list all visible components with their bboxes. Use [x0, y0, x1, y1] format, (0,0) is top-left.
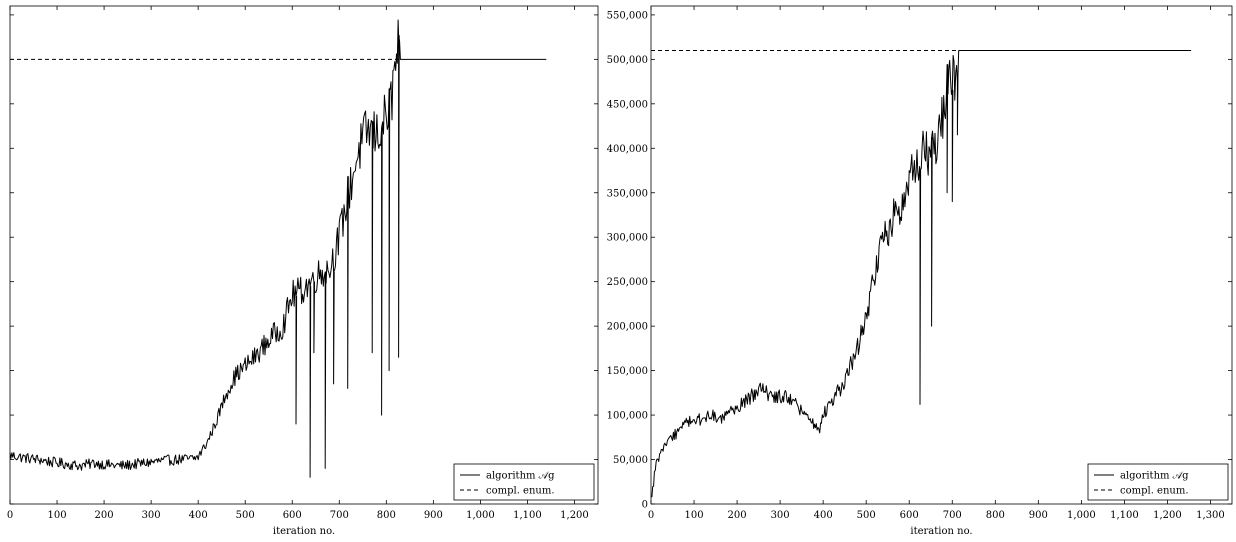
x-tick-label: 1,200	[1153, 510, 1182, 521]
legend-box	[1087, 463, 1229, 501]
series-algorithm-line	[650, 50, 1192, 498]
x-tick-label: 300	[142, 510, 161, 521]
x-tick-label: 900	[1029, 510, 1048, 521]
legend: algorithm 𝒜g compl. enum.	[453, 463, 595, 501]
x-tick-label: 800	[986, 510, 1005, 521]
chart-right: 0 100 200 300 400 500 600 700 800 900 1,000 1,100 1,…	[607, 5, 1233, 537]
x-tick-label: 0	[7, 510, 13, 521]
x-tick-label: 1,100	[513, 510, 542, 521]
x-tick-label: 200	[728, 510, 747, 521]
x-tick-label: 400	[189, 510, 208, 521]
x-tick-label: 500	[236, 510, 255, 521]
y-tick-label: 500,000	[607, 55, 648, 66]
plot-frame	[650, 5, 1233, 505]
x-tick-label: 600	[900, 510, 919, 521]
legend: algorithm 𝒜g compl. enum.	[1087, 463, 1229, 501]
y-tick-label: 0	[642, 500, 648, 511]
chart-left: 0 100 200 300 400 500 600 700 800 900 1,000 1,100 1,…	[7, 5, 599, 537]
x-tick-label: 900	[424, 510, 443, 521]
y-tick-label: 400,000	[607, 144, 648, 155]
y-tick-label: 150,000	[607, 366, 648, 377]
x-axis-label: iteration no.	[910, 526, 972, 537]
x-tick-label: 1,200	[560, 510, 589, 521]
x-tick-label: 600	[283, 510, 302, 521]
x-tick-label: 100	[47, 510, 66, 521]
legend-entry: compl. enum.	[1120, 486, 1189, 497]
x-tick-label: 1,300	[1196, 510, 1225, 521]
x-tick-label: 1,000	[466, 510, 495, 521]
x-axis-label: iteration no.	[273, 526, 335, 537]
x-tick-label: 1,100	[1110, 510, 1139, 521]
legend-box	[453, 463, 595, 501]
y-tick-label: 200,000	[607, 322, 648, 333]
x-tick-label: 700	[943, 510, 962, 521]
y-tick-label: 100,000	[607, 411, 648, 422]
x-tick-label: 800	[377, 510, 396, 521]
legend-entry: algorithm 𝒜g	[486, 471, 555, 482]
y-tick-label: 550,000	[607, 10, 648, 21]
x-tick-label: 300	[771, 510, 790, 521]
y-tick-label: 50,000	[613, 455, 648, 466]
y-tick-label: 300,000	[607, 233, 648, 244]
x-tick-label: 100	[684, 510, 703, 521]
x-tick-label: 200	[95, 510, 114, 521]
legend-entry: compl. enum.	[486, 486, 555, 497]
x-tick-label: 1,000	[1067, 510, 1096, 521]
x-tick-label: 0	[648, 510, 654, 521]
x-tick-label: 400	[814, 510, 833, 521]
legend-entry: algorithm 𝒜g	[1120, 471, 1189, 482]
x-tick-label: 700	[330, 510, 349, 521]
x-tick-label: 500	[857, 510, 876, 521]
y-tick-label: 350,000	[607, 188, 648, 199]
plot-frame	[9, 5, 599, 505]
series-algorithm-line	[9, 19, 547, 478]
y-tick-label: 450,000	[607, 99, 648, 110]
y-tick-label: 250,000	[607, 277, 648, 288]
